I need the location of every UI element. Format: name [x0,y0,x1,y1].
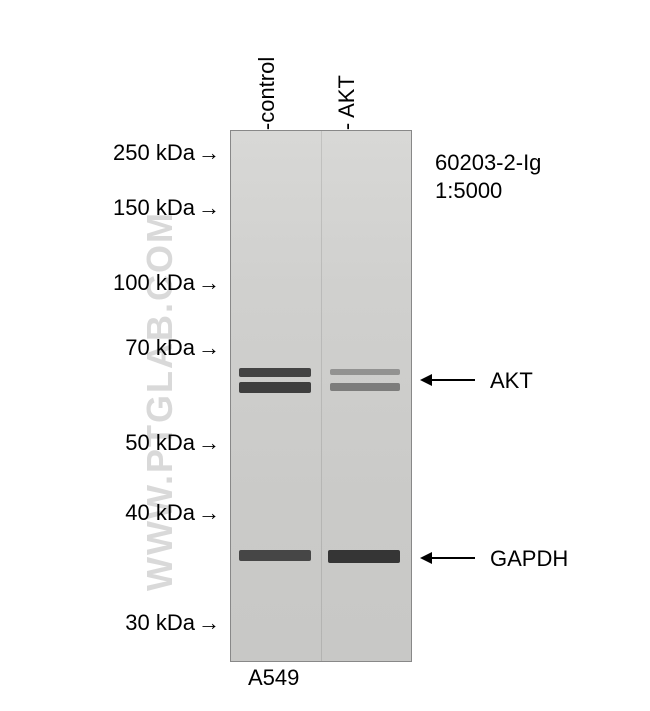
mw-label: 40 kDa [75,500,195,526]
band-akt-upper-lane2 [330,369,400,375]
cell-line-label: A549 [248,665,299,691]
mw-label: 50 kDa [75,430,195,456]
akt-label: AKT [490,368,533,394]
lane-divider [321,131,322,661]
mw-arrow-icon: → [198,270,220,296]
blot-membrane [230,130,412,662]
akt-arrow-icon [420,370,480,395]
band-akt-lower-lane1 [239,382,311,393]
antibody-name: 60203-2-Ig [435,150,541,176]
watermark-text: WWW.PTGLAB.COM [139,211,181,591]
western-blot-figure: WWW.PTGLAB.COM si-control si- AKT 250 kD… [20,20,630,691]
mw-label: 100 kDa [75,270,195,296]
band-akt-lower-lane2 [330,383,400,391]
mw-label: 150 kDa [75,195,195,221]
mw-arrow-icon: → [198,430,220,456]
band-akt-upper-lane1 [239,368,311,377]
mw-label: 70 kDa [75,335,195,361]
mw-label: 30 kDa [75,610,195,636]
band-gapdh-lane1 [239,550,311,561]
mw-arrow-icon: → [198,140,220,166]
mw-label: 250 kDa [75,140,195,166]
mw-arrow-icon: → [198,195,220,221]
mw-arrow-icon: → [198,500,220,526]
gapdh-arrow-icon [420,548,480,573]
band-gapdh-lane2 [328,550,400,563]
antibody-dilution: 1:5000 [435,178,502,204]
mw-arrow-icon: → [198,610,220,636]
gapdh-label: GAPDH [490,546,568,572]
mw-arrow-icon: → [198,335,220,361]
